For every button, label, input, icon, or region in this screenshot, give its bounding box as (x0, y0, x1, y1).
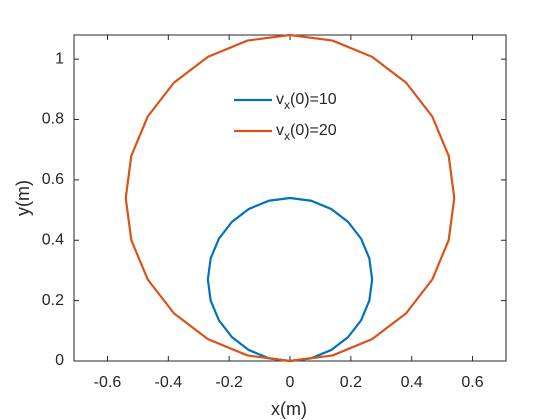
legend-label: vx(0)=10 (276, 91, 337, 112)
y-axis-label: y(m) (13, 180, 33, 216)
x-axis-label: x(m) (271, 399, 307, 419)
x-tick-label: 0.4 (401, 374, 423, 391)
y-tick-label: 0.8 (42, 111, 64, 128)
x-tick-label: 0.2 (340, 374, 362, 391)
series-line (124, 33, 456, 363)
legend-label: vx(0)=20 (276, 122, 337, 143)
x-tick-label: -0.2 (215, 374, 243, 391)
series-line (206, 196, 374, 363)
x-tick-label: 0.6 (461, 374, 483, 391)
y-tick-label: 0.4 (42, 231, 64, 248)
y-tick-label: 0.6 (42, 171, 64, 188)
x-tick-label: -0.6 (94, 374, 122, 391)
y-tick-label: 0 (55, 352, 64, 369)
y-tick-label: 0.2 (42, 292, 64, 309)
y-tick-label: 1 (55, 50, 64, 67)
x-tick-label: 0 (286, 374, 295, 391)
x-tick-label: -0.4 (155, 374, 183, 391)
